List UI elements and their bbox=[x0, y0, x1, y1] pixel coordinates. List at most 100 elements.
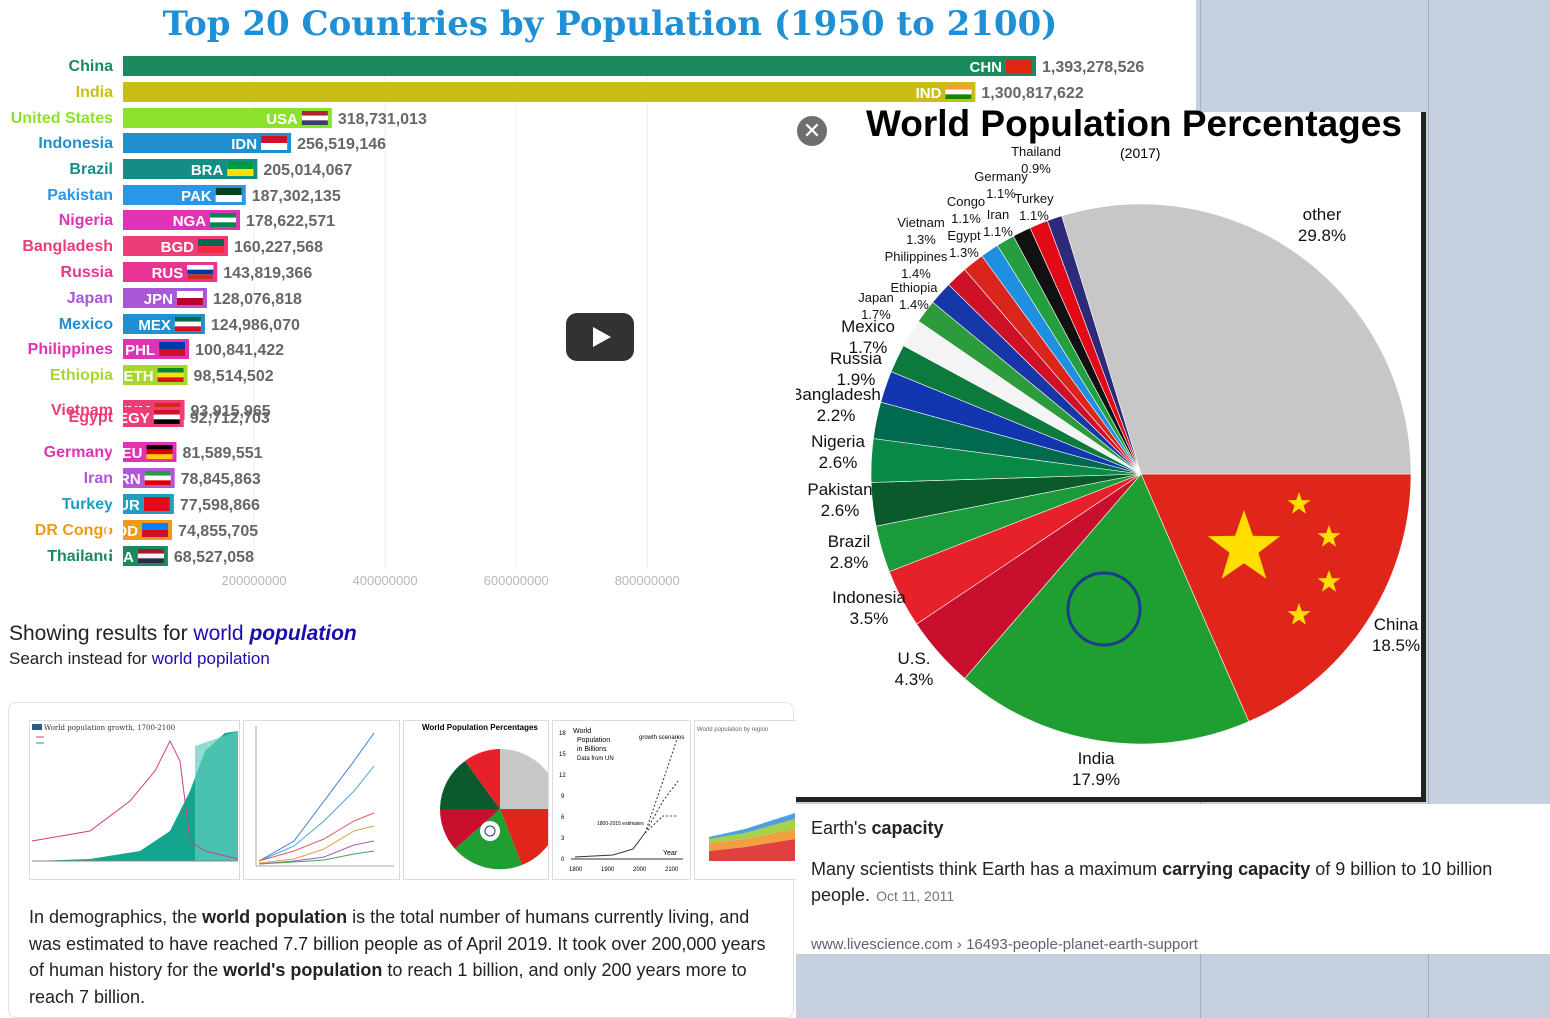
slice-label: Bangladesh bbox=[796, 385, 881, 404]
value-label: 178,622,571 bbox=[246, 213, 335, 230]
play-button[interactable] bbox=[566, 313, 634, 361]
bar-row: Ethiopia ETH 98,514,502 bbox=[50, 365, 274, 385]
slice-label: India bbox=[1078, 749, 1115, 768]
desc-bold: world population bbox=[202, 907, 348, 927]
value-label: 74,855,705 bbox=[178, 523, 258, 540]
country-label: Vietnam bbox=[51, 402, 113, 419]
corrected-query-link[interactable]: world population bbox=[193, 622, 356, 645]
flag-icon bbox=[187, 265, 214, 279]
image-thumbnail-scenarios[interactable]: World Population in Billions Data from U… bbox=[552, 720, 691, 880]
thumb-growth-title: World population growth, 1700-2100 bbox=[44, 724, 175, 732]
capacity-text-part: of 9 billion to 10 billion people. bbox=[811, 859, 1493, 905]
bar-row: Philippines PHL 100,841,422 bbox=[28, 339, 284, 359]
slice-label: Philippines bbox=[885, 249, 948, 264]
country-label: United States bbox=[11, 110, 113, 127]
thumb-legend-line: World bbox=[573, 728, 591, 735]
slice-label: Indonesia bbox=[832, 588, 906, 607]
country-code: IRN bbox=[115, 471, 141, 488]
slice-percent: 2.6% bbox=[819, 453, 858, 472]
slice-label: Vietnam bbox=[897, 215, 944, 230]
flag-icon bbox=[159, 342, 186, 356]
source-domain[interactable]: www.livescience.com bbox=[811, 936, 953, 953]
slice-percent: 2.6% bbox=[821, 501, 860, 520]
flag-icon bbox=[261, 136, 288, 150]
video-title: Top 20 Countries by Population (1950 to … bbox=[162, 4, 1058, 44]
capacity-text-bold: carrying capacity bbox=[1162, 859, 1311, 879]
flag-icon bbox=[157, 368, 184, 382]
slice-label: China bbox=[1374, 615, 1419, 634]
country-code: NGA bbox=[173, 213, 207, 230]
star-mark bbox=[1207, 510, 1281, 579]
close-icon: ✕ bbox=[802, 118, 822, 143]
thumb-ytick: 3 bbox=[561, 836, 565, 842]
thumb-ytick: 6 bbox=[561, 815, 565, 821]
bar-row: India IND 1,300,817,622 bbox=[76, 82, 1084, 102]
corrected-bold-word[interactable]: population bbox=[249, 622, 357, 645]
instead-prefix: Search instead for bbox=[9, 649, 152, 668]
slice-percent: 1.4% bbox=[901, 266, 931, 281]
search-instead: Search instead for world popilation bbox=[9, 649, 270, 669]
thumb-region-title: World population by region bbox=[697, 727, 768, 733]
flag-icon bbox=[174, 317, 201, 331]
country-label: India bbox=[76, 84, 113, 101]
country-code: TUR bbox=[109, 497, 140, 514]
source-path[interactable]: 16493-people-planet-earth-support bbox=[966, 936, 1198, 953]
x-tick-label: 200000000 bbox=[222, 573, 287, 588]
slice-percent: 1.7% bbox=[849, 338, 888, 357]
thumb-xtick: 1800 bbox=[569, 867, 583, 873]
country-label: China bbox=[69, 58, 114, 75]
country-code: EGY bbox=[118, 410, 150, 427]
thumb-legend-line: in Billions bbox=[577, 746, 607, 753]
country-code: RUS bbox=[152, 265, 184, 282]
country-label: Nigeria bbox=[59, 212, 113, 229]
desc-bold: world's population bbox=[223, 960, 383, 980]
thumb-ytick: 18 bbox=[559, 731, 566, 737]
flag-icon bbox=[215, 188, 242, 202]
flag-icon bbox=[945, 85, 972, 99]
x-tick-label: 600000000 bbox=[484, 573, 549, 588]
desc-part: is the total number of humans currently … bbox=[29, 907, 766, 980]
thumb-legend-line: Data from UN bbox=[577, 756, 614, 762]
thumb-legend-line: Population bbox=[577, 737, 610, 744]
slice-label: U.S. bbox=[897, 649, 930, 668]
bar-row: Russia RUS 143,819,366 bbox=[61, 262, 312, 282]
value-label: 160,227,568 bbox=[234, 239, 323, 256]
slice-percent: 1.1% bbox=[983, 224, 1013, 239]
thumb-xtick: 2000 bbox=[633, 867, 647, 873]
chakra-mark bbox=[1066, 571, 1142, 647]
value-label: 128,076,818 bbox=[213, 291, 302, 308]
image-thumbnail-growth[interactable]: World population growth, 1700-2100 bbox=[29, 720, 240, 880]
slice-label: Brazil bbox=[828, 532, 871, 551]
flag-icon bbox=[227, 162, 254, 176]
original-query-link[interactable]: world popilation bbox=[151, 649, 270, 668]
thumb-ytick: 9 bbox=[561, 794, 565, 800]
corrected-word[interactable]: world bbox=[193, 622, 244, 645]
source-link[interactable]: www.livescience.com › 16493-people-plane… bbox=[811, 936, 1198, 953]
country-code: DEU bbox=[111, 445, 143, 462]
country-label: Ethiopia bbox=[50, 367, 113, 384]
capacity-title: Earth's capacity bbox=[811, 818, 944, 839]
close-button[interactable]: ✕ bbox=[797, 116, 827, 146]
image-thumbnail-line-chart[interactable] bbox=[243, 720, 400, 880]
flag-icon bbox=[142, 523, 169, 537]
pie-slice bbox=[1061, 203, 1412, 475]
desc-part: In demographics, the bbox=[29, 907, 203, 927]
country-label: Philippines bbox=[28, 341, 113, 358]
country-code: COD bbox=[105, 523, 139, 540]
value-label: 81,589,551 bbox=[182, 445, 262, 462]
value-label: 124,986,070 bbox=[211, 317, 300, 334]
country-label: Bangladesh bbox=[22, 238, 113, 255]
image-thumbnail-pie[interactable]: World Population Percentages bbox=[403, 720, 549, 880]
value-label: 318,731,013 bbox=[338, 111, 427, 128]
image-thumbnail-region[interactable]: World population by region bbox=[694, 720, 796, 880]
country-code: PAK bbox=[181, 188, 212, 205]
value-label: 98,514,502 bbox=[194, 368, 274, 385]
country-label: Mexico bbox=[59, 316, 113, 333]
country-label: Russia bbox=[61, 264, 114, 281]
capacity-text: Many scientists think Earth has a maximu… bbox=[811, 856, 1541, 909]
flag-icon bbox=[143, 497, 170, 511]
spelling-correction: Showing results for world population bbox=[9, 622, 357, 646]
